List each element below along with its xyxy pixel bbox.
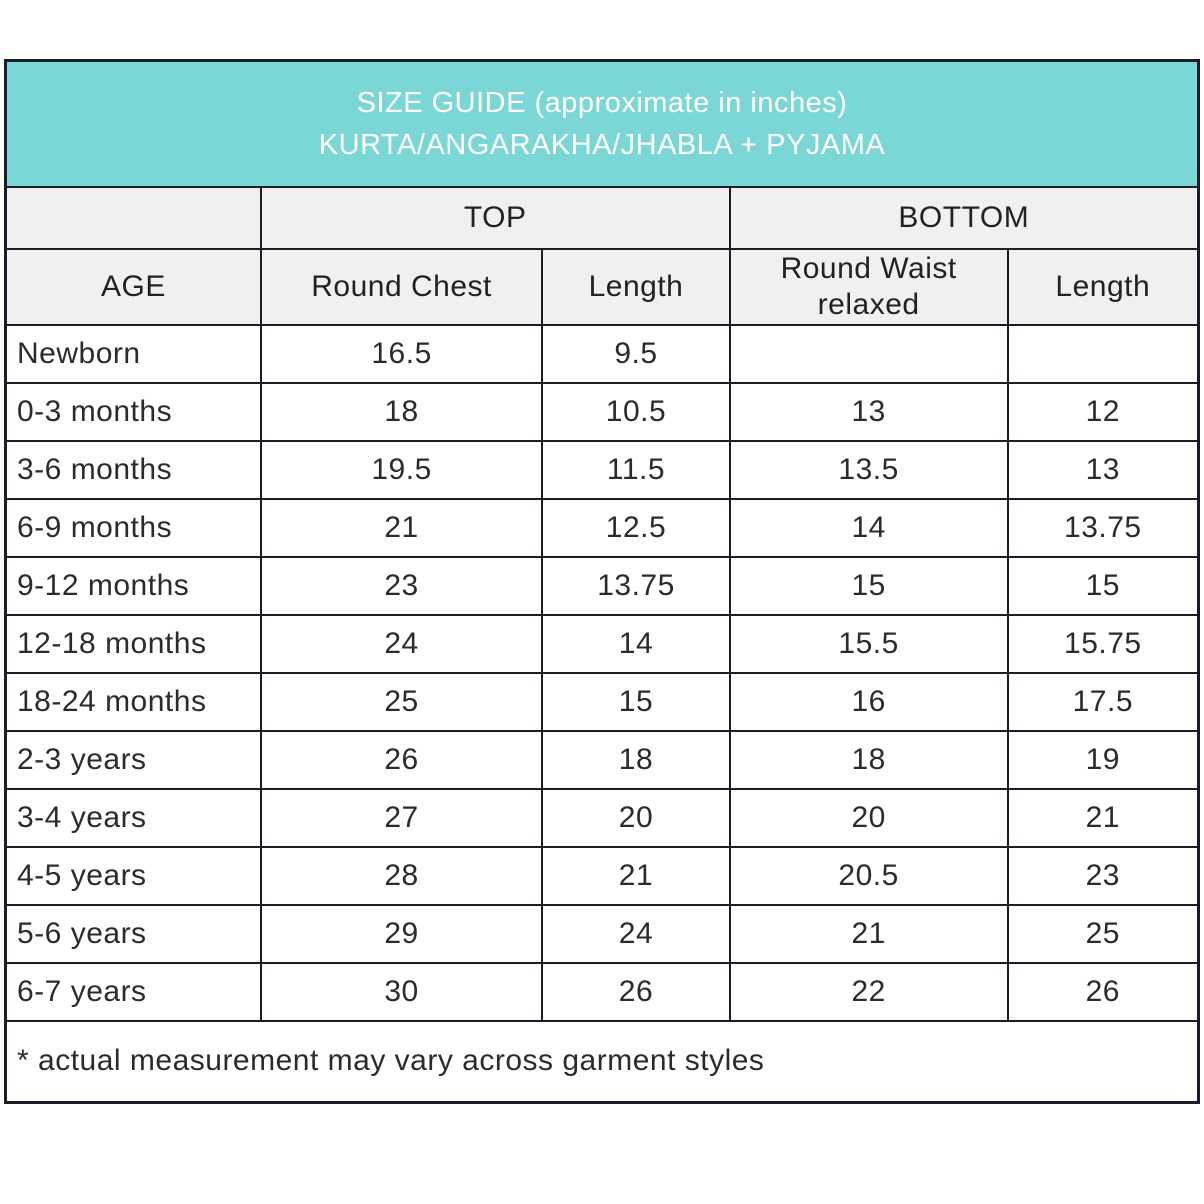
value-cell: 30 bbox=[259, 961, 544, 1022]
age-cell: 6-9 months bbox=[4, 497, 262, 558]
size-guide-table: SIZE GUIDE (approximate in inches) KURTA… bbox=[4, 59, 1200, 1104]
group-header-row: TOP BOTTOM bbox=[4, 185, 1200, 250]
value-cell: 16.5 bbox=[259, 323, 544, 384]
value-cell bbox=[728, 323, 1009, 384]
value-cell: 18 bbox=[728, 729, 1009, 790]
age-cell: 3-6 months bbox=[4, 439, 262, 500]
table-title-banner: SIZE GUIDE (approximate in inches) KURTA… bbox=[4, 59, 1200, 188]
column-header-row: AGE Round Chest Length Round Waist relax… bbox=[4, 247, 1200, 326]
value-cell: 21 bbox=[259, 497, 544, 558]
age-cell: 0-3 months bbox=[4, 381, 262, 442]
banner-row: SIZE GUIDE (approximate in inches) KURTA… bbox=[4, 59, 1200, 188]
value-cell: 28 bbox=[259, 845, 544, 906]
age-cell: 2-3 years bbox=[4, 729, 262, 790]
age-cell: 12-18 months bbox=[4, 613, 262, 674]
value-cell: 25 bbox=[1006, 903, 1200, 964]
value-cell: 10.5 bbox=[541, 381, 731, 442]
value-cell: 21 bbox=[1006, 787, 1200, 848]
value-cell: 12 bbox=[1006, 381, 1200, 442]
value-cell: 24 bbox=[541, 903, 731, 964]
column-header-round-waist: Round Waist relaxed bbox=[728, 247, 1009, 326]
value-cell: 18 bbox=[541, 729, 731, 790]
table-row: 12-18 months 24 14 15.5 15.75 bbox=[4, 613, 1200, 674]
column-header-top-length: Length bbox=[541, 247, 731, 326]
group-header-empty bbox=[4, 185, 262, 250]
value-cell: 15 bbox=[728, 555, 1009, 616]
value-cell: 22 bbox=[728, 961, 1009, 1022]
value-cell: 19 bbox=[1006, 729, 1200, 790]
value-cell: 14 bbox=[541, 613, 731, 674]
value-cell: 13.5 bbox=[728, 439, 1009, 500]
age-cell: 3-4 years bbox=[4, 787, 262, 848]
value-cell: 23 bbox=[259, 555, 544, 616]
value-cell: 19.5 bbox=[259, 439, 544, 500]
table-row: 0-3 months 18 10.5 13 12 bbox=[4, 381, 1200, 442]
size-table-body: Newborn 16.5 9.5 0-3 months 18 10.5 13 12 3-6 mo… bbox=[4, 323, 1200, 1022]
value-cell: 26 bbox=[541, 961, 731, 1022]
table-row: 9-12 months 23 13.75 15 15 bbox=[4, 555, 1200, 616]
value-cell: 21 bbox=[541, 845, 731, 906]
group-header-bottom: BOTTOM bbox=[728, 185, 1200, 250]
value-cell: 29 bbox=[259, 903, 544, 964]
age-cell: Newborn bbox=[4, 323, 262, 384]
column-header-round-chest: Round Chest bbox=[259, 247, 544, 326]
value-cell: 20 bbox=[541, 787, 731, 848]
column-header-bottom-length: Length bbox=[1006, 247, 1200, 326]
table-row: 6-7 years 30 26 22 26 bbox=[4, 961, 1200, 1022]
value-cell: 15 bbox=[1006, 555, 1200, 616]
column-header-age: AGE bbox=[4, 247, 262, 326]
age-cell: 6-7 years bbox=[4, 961, 262, 1022]
value-cell: 23 bbox=[1006, 845, 1200, 906]
value-cell: 13 bbox=[1006, 439, 1200, 500]
value-cell: 20.5 bbox=[728, 845, 1009, 906]
value-cell: 20 bbox=[728, 787, 1009, 848]
value-cell: 14 bbox=[728, 497, 1009, 558]
value-cell: 15 bbox=[541, 671, 731, 732]
value-cell: 11.5 bbox=[541, 439, 731, 500]
value-cell: 13 bbox=[728, 381, 1009, 442]
table-row: 5-6 years 29 24 21 25 bbox=[4, 903, 1200, 964]
value-cell: 16 bbox=[728, 671, 1009, 732]
title-line-1: SIZE GUIDE (approximate in inches) bbox=[356, 86, 848, 119]
value-cell: 15.5 bbox=[728, 613, 1009, 674]
footnote: * actual measurement may vary across gar… bbox=[4, 1019, 1200, 1104]
footnote-row: * actual measurement may vary across gar… bbox=[4, 1019, 1200, 1104]
age-cell: 18-24 months bbox=[4, 671, 262, 732]
value-cell: 26 bbox=[1006, 961, 1200, 1022]
value-cell: 27 bbox=[259, 787, 544, 848]
value-cell: 12.5 bbox=[541, 497, 731, 558]
value-cell: 24 bbox=[259, 613, 544, 674]
value-cell: 18 bbox=[259, 381, 544, 442]
value-cell: 9.5 bbox=[541, 323, 731, 384]
table-row: 3-4 years 27 20 20 21 bbox=[4, 787, 1200, 848]
value-cell: 21 bbox=[728, 903, 1009, 964]
table-row: 3-6 months 19.5 11.5 13.5 13 bbox=[4, 439, 1200, 500]
table-row: 4-5 years 28 21 20.5 23 bbox=[4, 845, 1200, 906]
value-cell: 13.75 bbox=[541, 555, 731, 616]
value-cell: 17.5 bbox=[1006, 671, 1200, 732]
value-cell bbox=[1006, 323, 1200, 384]
table-row: Newborn 16.5 9.5 bbox=[4, 323, 1200, 384]
group-header-top: TOP bbox=[259, 185, 731, 250]
title-line-2: KURTA/ANGARAKHA/JHABLA + PYJAMA bbox=[318, 128, 886, 161]
age-cell: 9-12 months bbox=[4, 555, 262, 616]
value-cell: 25 bbox=[259, 671, 544, 732]
age-cell: 5-6 years bbox=[4, 903, 262, 964]
value-cell: 13.75 bbox=[1006, 497, 1200, 558]
table-row: 6-9 months 21 12.5 14 13.75 bbox=[4, 497, 1200, 558]
age-cell: 4-5 years bbox=[4, 845, 262, 906]
table-row: 2-3 years 26 18 18 19 bbox=[4, 729, 1200, 790]
value-cell: 15.75 bbox=[1006, 613, 1200, 674]
table-row: 18-24 months 25 15 16 17.5 bbox=[4, 671, 1200, 732]
value-cell: 26 bbox=[259, 729, 544, 790]
